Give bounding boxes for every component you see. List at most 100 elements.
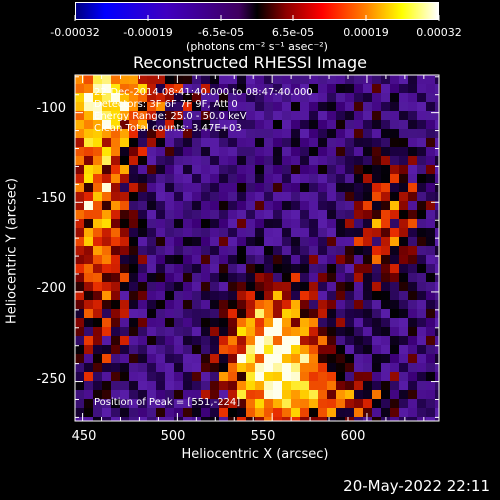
colorbar-tick-label: -0.00019 [123, 26, 173, 39]
heatmap-cell [390, 291, 399, 300]
heatmap-cell [408, 336, 417, 345]
heatmap-cell [201, 84, 210, 93]
heatmap-cell [129, 192, 138, 201]
heatmap-cell [147, 165, 156, 174]
heatmap-cell [318, 291, 327, 300]
colorbar-ticks [74, 15, 440, 21]
heatmap-cell [435, 111, 439, 120]
heatmap-cell [354, 84, 363, 93]
heatmap-cell [84, 129, 93, 138]
heatmap-cell [93, 183, 102, 192]
x-tick-label: 550 [250, 429, 276, 444]
footer-date: 20-May-2022 22:11 [343, 477, 490, 495]
heatmap-cell [210, 174, 219, 183]
heatmap-cell [174, 129, 183, 138]
heatmap-cell [111, 129, 120, 138]
heatmap-cell [165, 399, 174, 408]
heatmap-cell [165, 93, 174, 102]
heatmap-cell [435, 318, 439, 327]
heatmap-cell [156, 273, 165, 282]
heatmap-cell [282, 165, 291, 174]
heatmap-cell [138, 246, 147, 255]
heatmap-cell [381, 381, 390, 390]
heatmap-cell [219, 246, 228, 255]
heatmap-cell [192, 408, 201, 417]
heatmap-cell [93, 345, 102, 354]
heatmap-cell [273, 165, 282, 174]
heatmap-cell [282, 282, 291, 291]
heatmap-cell [345, 345, 354, 354]
heatmap-cell [228, 354, 237, 363]
heatmap-cell [93, 237, 102, 246]
heatmap-cell [219, 336, 228, 345]
heatmap-cell [129, 219, 138, 228]
heatmap-cell [417, 210, 426, 219]
heatmap-cell [327, 165, 336, 174]
heatmap-cell [111, 390, 120, 399]
heatmap-cell [282, 228, 291, 237]
heatmap-cell [354, 183, 363, 192]
heatmap-cell [201, 390, 210, 399]
heatmap-cell [426, 336, 435, 345]
heatmap-cell [372, 210, 381, 219]
heatmap-cell [111, 138, 120, 147]
heatmap-cell [210, 399, 219, 408]
heatmap-cell [255, 129, 264, 138]
heatmap-cell [300, 192, 309, 201]
heatmap-cell [255, 246, 264, 255]
heatmap-cell [408, 84, 417, 93]
heatmap-cell [426, 327, 435, 336]
heatmap-cell [174, 255, 183, 264]
heatmap-cell [192, 381, 201, 390]
heatmap-cell [426, 228, 435, 237]
heatmap-cell [426, 390, 435, 399]
heatmap-cell [390, 390, 399, 399]
heatmap-cell [84, 192, 93, 201]
heatmap-cell [183, 75, 192, 84]
heatmap-cell [255, 264, 264, 273]
heatmap-cell [381, 228, 390, 237]
heatmap-cell [102, 201, 111, 210]
heatmap-cell [390, 417, 399, 421]
heatmap-cell [345, 93, 354, 102]
heatmap-cell [282, 381, 291, 390]
heatmap-cell [309, 345, 318, 354]
heatmap-cell [246, 228, 255, 237]
heatmap-cell [210, 417, 219, 421]
heatmap-cell [372, 282, 381, 291]
heatmap-cell [228, 300, 237, 309]
heatmap-cell [282, 147, 291, 156]
heatmap-cell [165, 345, 174, 354]
heatmap-cell [147, 327, 156, 336]
heatmap-cell [228, 237, 237, 246]
heatmap-cell [237, 183, 246, 192]
heatmap-cell [327, 264, 336, 273]
heatmap-cell [363, 156, 372, 165]
heatmap-cell [336, 201, 345, 210]
colorbar-tick-label: 0.00019 [343, 26, 389, 39]
heatmap-cell [336, 138, 345, 147]
heatmap-cell [327, 192, 336, 201]
heatmap-cell [192, 309, 201, 318]
heatmap-cell [309, 282, 318, 291]
heatmap-cell [102, 156, 111, 165]
heatmap-cell [102, 273, 111, 282]
heatmap-cell [129, 183, 138, 192]
heatmap-cell [192, 300, 201, 309]
heatmap-cell [408, 345, 417, 354]
heatmap-cell [399, 417, 408, 421]
heatmap-cell [75, 192, 84, 201]
heatmap-cell [75, 336, 84, 345]
heatmap-cell [156, 390, 165, 399]
heatmap-cell [237, 228, 246, 237]
heatmap-cell [102, 93, 111, 102]
heatmap-cell [345, 111, 354, 120]
heatmap-cell [327, 318, 336, 327]
heatmap-cell [399, 327, 408, 336]
heatmap-cell [165, 102, 174, 111]
heatmap-cell [372, 138, 381, 147]
heatmap-cell [291, 93, 300, 102]
heatmap-cell [345, 228, 354, 237]
heatmap-cell [93, 336, 102, 345]
heatmap-cell [165, 174, 174, 183]
